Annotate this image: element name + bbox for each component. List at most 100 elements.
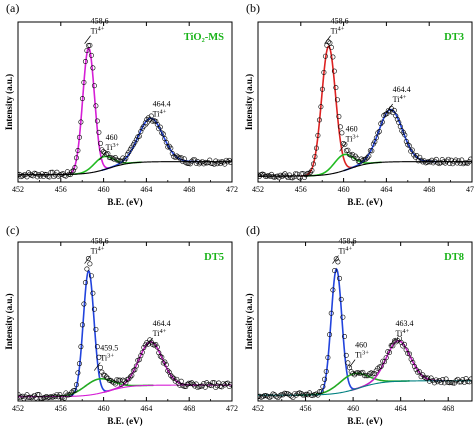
data-point	[94, 118, 100, 124]
data-point	[120, 377, 126, 383]
data-point	[112, 381, 118, 387]
data-point	[313, 145, 319, 151]
data-point	[443, 376, 449, 382]
data-point	[465, 160, 471, 166]
x-tick-label: 464	[140, 404, 152, 413]
data-point	[48, 169, 54, 175]
peak-position-label: 460	[346, 124, 358, 133]
data-point	[142, 120, 148, 126]
data-point	[112, 155, 118, 161]
data-point	[33, 171, 39, 177]
data-point	[213, 384, 219, 390]
data-point	[126, 149, 132, 155]
data-point	[153, 118, 159, 124]
data-point	[153, 342, 159, 348]
data-point	[138, 353, 144, 359]
data-point	[456, 379, 462, 385]
peak-species-label: Ti4+	[396, 328, 410, 338]
curves	[18, 42, 232, 180]
data-point	[208, 383, 214, 389]
data-point	[360, 157, 366, 163]
data-point	[446, 380, 452, 386]
panel-label: (c)	[6, 223, 19, 237]
data-point	[133, 363, 139, 369]
data-point	[72, 164, 78, 170]
data-point	[379, 119, 385, 125]
data-point	[94, 344, 100, 350]
data-point	[91, 83, 97, 89]
data-point	[228, 159, 232, 165]
x-tick-label: 464	[380, 185, 392, 194]
peak-position-label: 458.6	[91, 237, 109, 246]
data-point	[57, 392, 63, 398]
data-point	[415, 158, 421, 164]
data-point	[85, 256, 91, 262]
data-point	[278, 392, 284, 398]
data-point	[277, 393, 283, 399]
data-point	[67, 172, 73, 178]
data-point	[327, 40, 333, 46]
data-point	[76, 134, 82, 140]
data-point	[58, 394, 64, 400]
data-point	[453, 157, 459, 163]
data-point	[301, 174, 307, 180]
data-point	[190, 157, 196, 163]
data-point	[292, 171, 298, 177]
data-point	[393, 339, 399, 345]
data-point	[393, 113, 399, 119]
data-point	[111, 380, 117, 386]
data-point	[169, 151, 175, 157]
x-tick-label: 452	[252, 185, 264, 194]
annotation-pointer	[99, 151, 106, 161]
data-point	[323, 368, 329, 374]
data-point	[228, 381, 232, 387]
data-point	[462, 160, 468, 166]
peak-species-label: Ti4+	[393, 94, 407, 104]
sample-label: DT5	[204, 252, 224, 263]
data-point	[169, 374, 175, 380]
data-point	[163, 139, 169, 145]
data-point	[336, 114, 342, 120]
fit-curve-0	[315, 267, 358, 396]
data-point	[303, 172, 309, 178]
data-point	[189, 380, 195, 386]
data-point	[466, 379, 472, 385]
data-point	[187, 381, 193, 387]
data-point	[136, 133, 142, 139]
data-point	[322, 376, 328, 382]
data-point	[121, 378, 127, 384]
data-points	[258, 39, 472, 181]
data-point	[330, 287, 336, 293]
data-point	[378, 121, 384, 127]
data-point	[468, 376, 472, 382]
panel-3: (d) Intensity (a.u.) 452 456 460 464 468 B.E. (…	[244, 223, 473, 426]
data-point	[73, 382, 79, 388]
data-point	[406, 351, 412, 357]
data-point	[456, 158, 462, 164]
data-point	[428, 375, 434, 381]
annotation-pointer	[386, 103, 393, 113]
data-points	[258, 256, 472, 401]
data-point	[160, 360, 166, 366]
x-tick-label: 452	[252, 404, 264, 413]
data-point	[267, 394, 273, 400]
x-tick-label: 464	[395, 404, 407, 413]
data-point	[84, 266, 90, 272]
data-point	[214, 383, 220, 389]
x-tick-label: 468	[183, 185, 195, 194]
background-curve	[18, 384, 232, 398]
data-point	[84, 48, 90, 54]
x-tick-label: 452	[12, 185, 24, 194]
data-point	[210, 380, 216, 386]
data-point	[363, 156, 369, 162]
data-point	[211, 161, 217, 167]
data-point	[337, 275, 343, 281]
data-point	[431, 380, 437, 386]
y-axis-label: Intensity (a.u.)	[244, 293, 254, 349]
data-point	[96, 129, 102, 135]
peak-position-label: 458.6	[331, 17, 349, 26]
data-point	[400, 343, 406, 349]
